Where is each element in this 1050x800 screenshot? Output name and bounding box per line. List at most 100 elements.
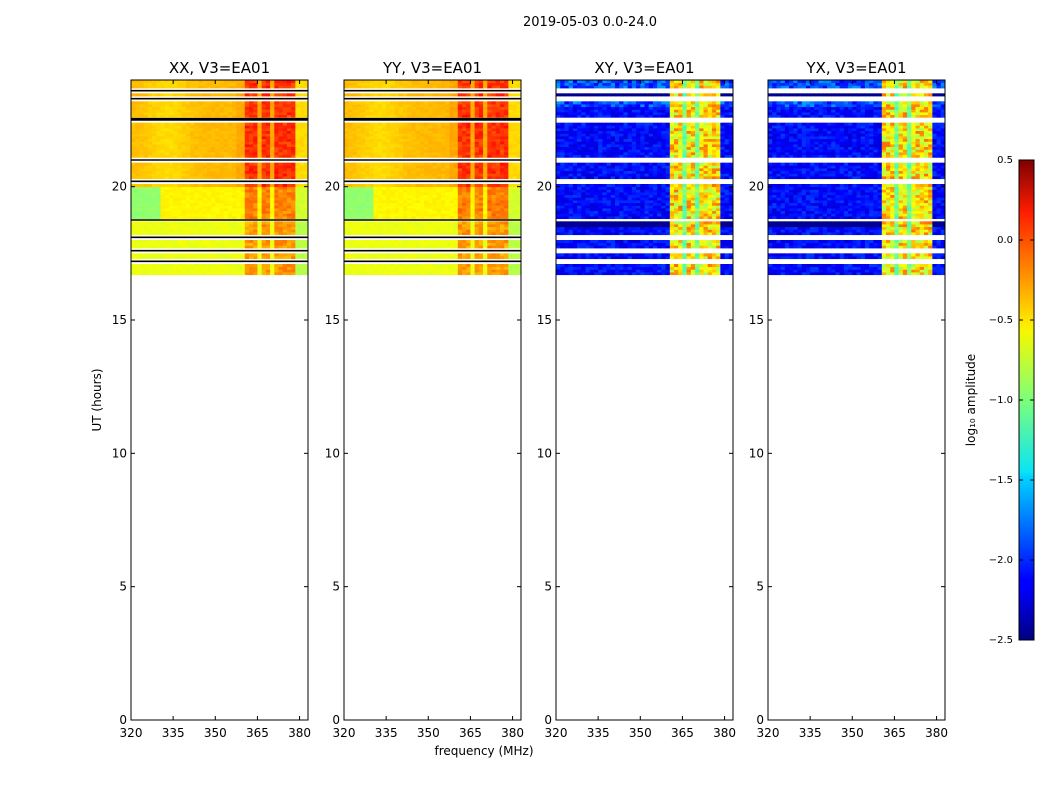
heatmap-cell xyxy=(424,80,429,84)
heatmap-cell xyxy=(373,149,379,153)
heatmap-cell xyxy=(227,200,233,204)
heatmap-cell xyxy=(156,101,161,105)
heatmap-cell xyxy=(181,192,187,196)
heatmap-cell xyxy=(516,136,522,140)
heatmap-cell xyxy=(453,125,459,129)
heatmap-cell xyxy=(424,208,429,212)
heatmap-cell xyxy=(202,152,208,156)
heatmap-cell xyxy=(143,197,149,201)
heatmap-cell xyxy=(244,224,250,228)
heatmap-cell xyxy=(445,224,450,228)
heatmap-cell xyxy=(282,173,288,177)
heatmap-cell xyxy=(282,93,288,97)
heatmap-cell xyxy=(449,194,454,198)
heatmap-cell xyxy=(411,226,417,230)
heatmap-cell xyxy=(373,210,379,214)
heatmap-cell xyxy=(303,173,309,177)
heatmap-cell xyxy=(139,168,145,172)
heatmap-cell xyxy=(415,200,421,204)
heatmap-cell xyxy=(369,146,374,150)
heatmap-cell xyxy=(516,221,522,225)
heatmap-cell xyxy=(173,229,178,233)
heatmap-cell xyxy=(711,272,717,276)
heatmap-cell xyxy=(232,189,237,193)
heatmap-cell xyxy=(147,232,153,236)
heatmap-cells xyxy=(344,80,522,276)
heatmap-cell xyxy=(164,162,170,166)
heatmap-cell xyxy=(135,144,140,148)
heatmap-cell xyxy=(394,213,400,217)
heatmap-cell xyxy=(457,216,463,220)
heatmap-cell xyxy=(274,176,279,180)
heatmap-cell xyxy=(219,192,225,196)
heatmap-cell xyxy=(291,122,296,126)
heatmap-cell xyxy=(682,264,688,268)
heatmap-cell xyxy=(457,154,463,158)
heatmap-cell xyxy=(185,240,191,244)
heatmap-cell xyxy=(424,229,429,233)
heatmap-cell xyxy=(432,202,438,206)
heatmap-cell xyxy=(240,242,246,246)
heatmap-cell xyxy=(249,197,254,201)
heatmap-cell xyxy=(190,256,195,260)
heatmap-cell xyxy=(478,170,484,174)
heatmap-cell xyxy=(449,216,454,220)
heatmap-cell xyxy=(244,200,250,204)
heatmap-cell xyxy=(156,133,161,137)
heatmap-cell xyxy=(253,130,258,134)
heatmap-cell xyxy=(483,106,488,110)
heatmap-cell xyxy=(173,85,178,89)
heatmap-cell xyxy=(495,128,501,132)
heatmap-cell xyxy=(474,144,480,148)
heatmap-cell xyxy=(499,93,505,97)
heatmap-cell xyxy=(232,173,237,177)
heatmap-cell xyxy=(143,226,149,230)
heatmap-cell xyxy=(198,109,204,113)
heatmap-cell xyxy=(419,130,425,134)
heatmap-cell xyxy=(177,229,182,233)
heatmap-cell xyxy=(436,85,442,89)
heatmap-cell xyxy=(352,128,358,132)
heatmap-cell xyxy=(512,186,518,190)
heatmap-cell xyxy=(227,82,233,86)
heatmap-cell xyxy=(282,189,288,193)
heatmap-cell xyxy=(436,176,442,180)
heatmap-cell xyxy=(181,245,187,249)
heatmap-cell xyxy=(173,173,178,177)
heatmap-cell xyxy=(139,130,145,134)
heatmap-cell xyxy=(394,197,400,201)
heatmap-cell xyxy=(377,114,383,118)
heatmap-cell xyxy=(449,168,454,172)
heatmap-cell xyxy=(419,125,425,129)
heatmap-cell xyxy=(135,176,140,180)
heatmap-cell xyxy=(474,112,480,116)
heatmap-cell xyxy=(398,173,404,177)
heatmap-cell xyxy=(466,184,471,188)
heatmap-cell xyxy=(449,130,454,134)
heatmap-cell xyxy=(491,200,497,204)
heatmap-cell xyxy=(240,186,246,190)
heatmap-cell xyxy=(249,101,254,105)
heatmap-cell xyxy=(156,168,161,172)
heatmap-cell xyxy=(462,144,467,148)
heatmap-cell xyxy=(453,253,459,257)
heatmap-cell xyxy=(491,141,497,145)
heatmap-cell xyxy=(219,141,225,145)
heatmap-cell xyxy=(253,133,258,137)
heatmap-cell xyxy=(198,170,204,174)
heatmap-cell xyxy=(206,229,212,233)
heatmap-cell xyxy=(181,194,187,198)
heatmap-cell xyxy=(249,85,254,89)
heatmap-cell xyxy=(499,194,505,198)
heatmap-cell xyxy=(369,109,374,113)
heatmap-cell xyxy=(270,208,275,212)
heatmap-cell xyxy=(424,130,429,134)
heatmap-cell xyxy=(381,133,387,137)
heatmap-cell xyxy=(415,82,421,86)
heatmap-cell xyxy=(244,168,250,172)
heatmap-cell xyxy=(303,194,309,198)
heatmap-cell xyxy=(131,114,136,118)
heatmap-cell xyxy=(265,82,271,86)
heatmap-cell xyxy=(160,141,166,145)
heatmap-cell xyxy=(253,154,258,158)
